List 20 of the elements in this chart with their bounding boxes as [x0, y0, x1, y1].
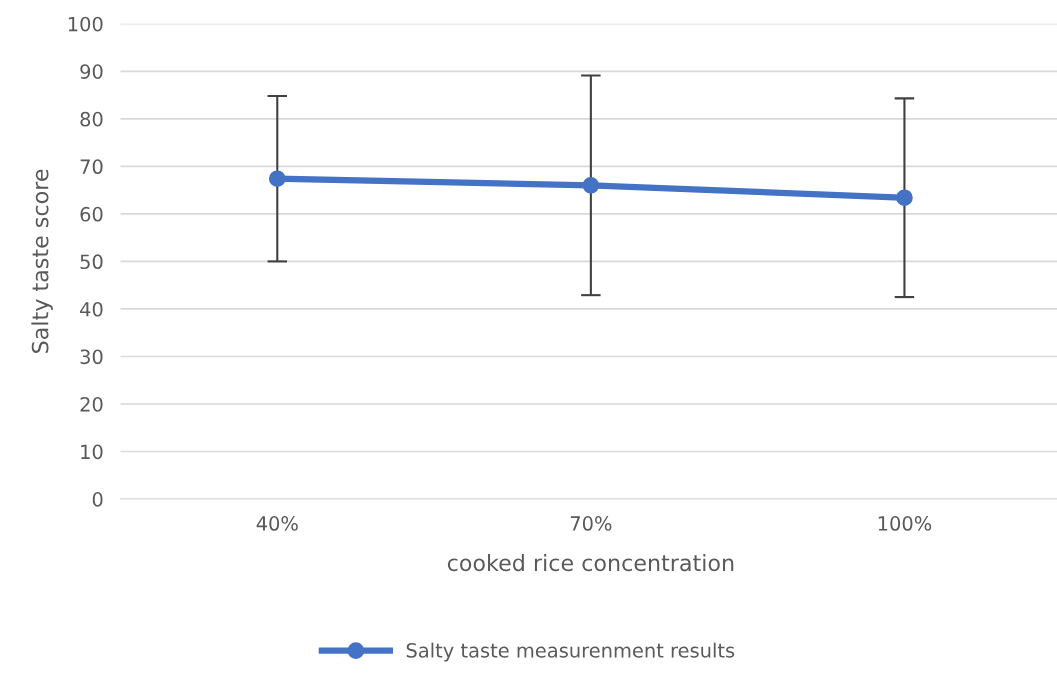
x-tick-label: 100%	[878, 516, 932, 531]
y-tick-label: 80	[80, 111, 103, 127]
y-tick-label: 60	[80, 206, 103, 222]
y-tick-label: 100	[68, 16, 103, 32]
y-tick-label: 40	[80, 301, 103, 317]
y-tick-label: 90	[80, 64, 103, 79]
point	[896, 189, 913, 207]
x-tick-label: 70%	[570, 516, 612, 531]
x-axis-title: cooked rice concentration	[447, 553, 734, 572]
y-tick-label: 30	[80, 349, 103, 365]
y-axis-title: Salty taste score	[31, 169, 53, 353]
point	[268, 170, 286, 188]
legend-label: Salty taste measurenment results	[406, 642, 735, 662]
y-tick-label: 10	[81, 444, 103, 460]
y-tick-label: 20	[80, 396, 103, 412]
y-tick-label: 0	[92, 492, 103, 507]
x-tick-label: 40%	[256, 516, 298, 531]
y-tick-label: 70	[80, 159, 103, 175]
y-tick-label: 50	[80, 254, 103, 270]
point	[582, 177, 600, 194]
